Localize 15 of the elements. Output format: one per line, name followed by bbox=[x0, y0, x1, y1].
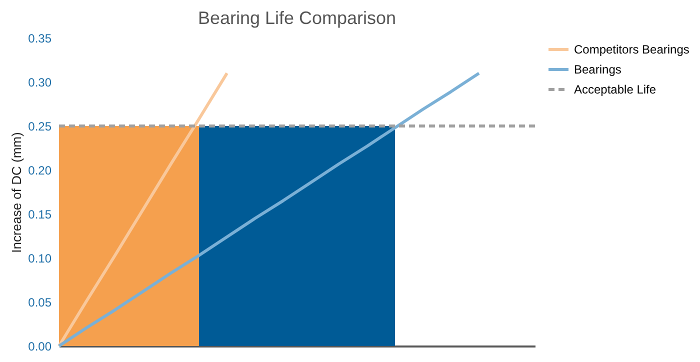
y-tick-label: 0.10 bbox=[28, 252, 52, 266]
y-tick-label: 0.25 bbox=[28, 120, 52, 134]
y-tick-label: 0.15 bbox=[28, 208, 52, 222]
chart-title: Bearing Life Comparison bbox=[198, 8, 396, 28]
legend-label: Competitors Bearings bbox=[574, 42, 690, 56]
legend-label: Acceptable Life bbox=[574, 82, 656, 96]
legend-label: Bearings bbox=[574, 62, 622, 76]
y-axis-title: Increase of DC (mm) bbox=[9, 132, 24, 253]
y-tick-label: 0.05 bbox=[28, 296, 52, 310]
line-series bbox=[58, 72, 228, 348]
y-tick-label: 0.20 bbox=[28, 164, 52, 178]
line-series bbox=[58, 72, 480, 348]
y-tick-label: 0.00 bbox=[28, 340, 52, 354]
y-tick-label: 0.30 bbox=[28, 76, 52, 90]
y-tick-label: 0.35 bbox=[28, 32, 52, 46]
